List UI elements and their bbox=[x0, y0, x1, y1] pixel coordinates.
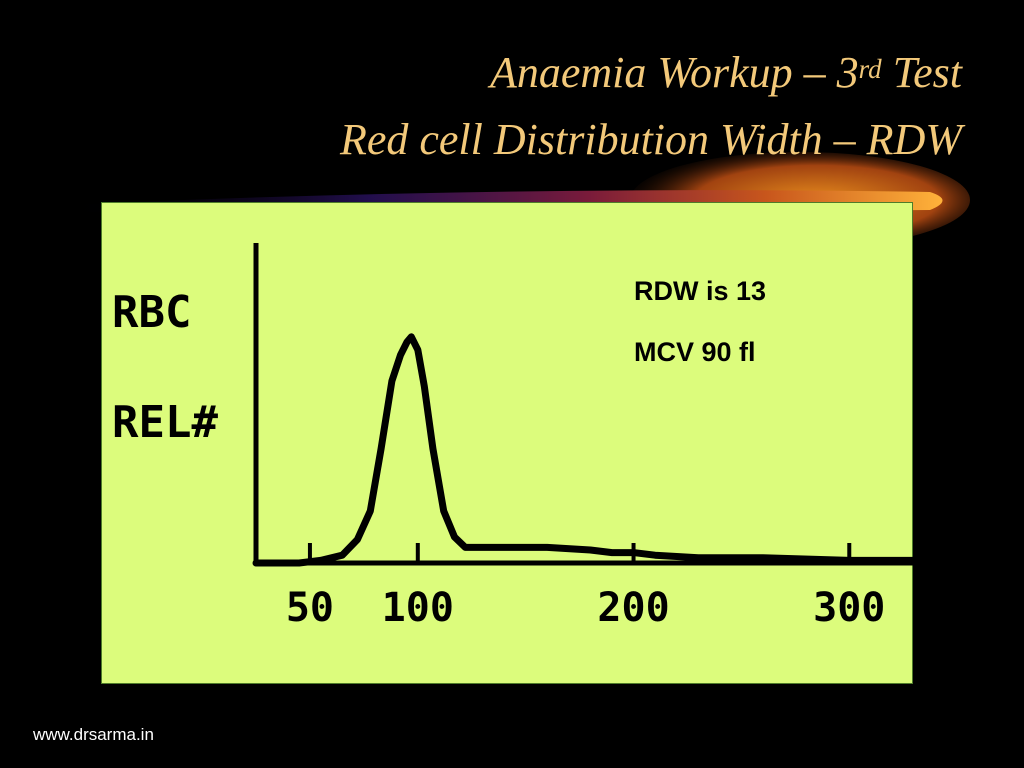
rbc-histogram-chart: RBC REL# 50 100 200 300 bbox=[112, 243, 914, 631]
title-main: Anaemia Workup – 3 bbox=[490, 48, 859, 97]
y-axis-label: REL# bbox=[112, 397, 218, 448]
x-tick-label: 300 bbox=[813, 585, 885, 631]
histogram-series-line bbox=[252, 333, 914, 567]
slide-title: Anaemia Workup – 3rd Test bbox=[490, 48, 962, 98]
x-tick-label: 200 bbox=[597, 585, 669, 631]
footer-url: www.drsarma.in bbox=[33, 725, 154, 744]
rdw-note: RDW is 13 bbox=[634, 276, 767, 306]
histogram-panel: RBC REL# 50 100 200 300 bbox=[101, 202, 914, 684]
mcv-note: MCV 90 fl bbox=[634, 337, 756, 367]
title-superscript: rd bbox=[858, 54, 882, 84]
slide-subtitle: Red cell Distribution Width – RDW bbox=[339, 115, 962, 164]
title-tail: Test bbox=[881, 48, 962, 97]
y-axis-label: RBC bbox=[112, 287, 191, 338]
x-tick-label: 100 bbox=[382, 585, 454, 631]
x-tick-label: 50 bbox=[286, 585, 334, 631]
